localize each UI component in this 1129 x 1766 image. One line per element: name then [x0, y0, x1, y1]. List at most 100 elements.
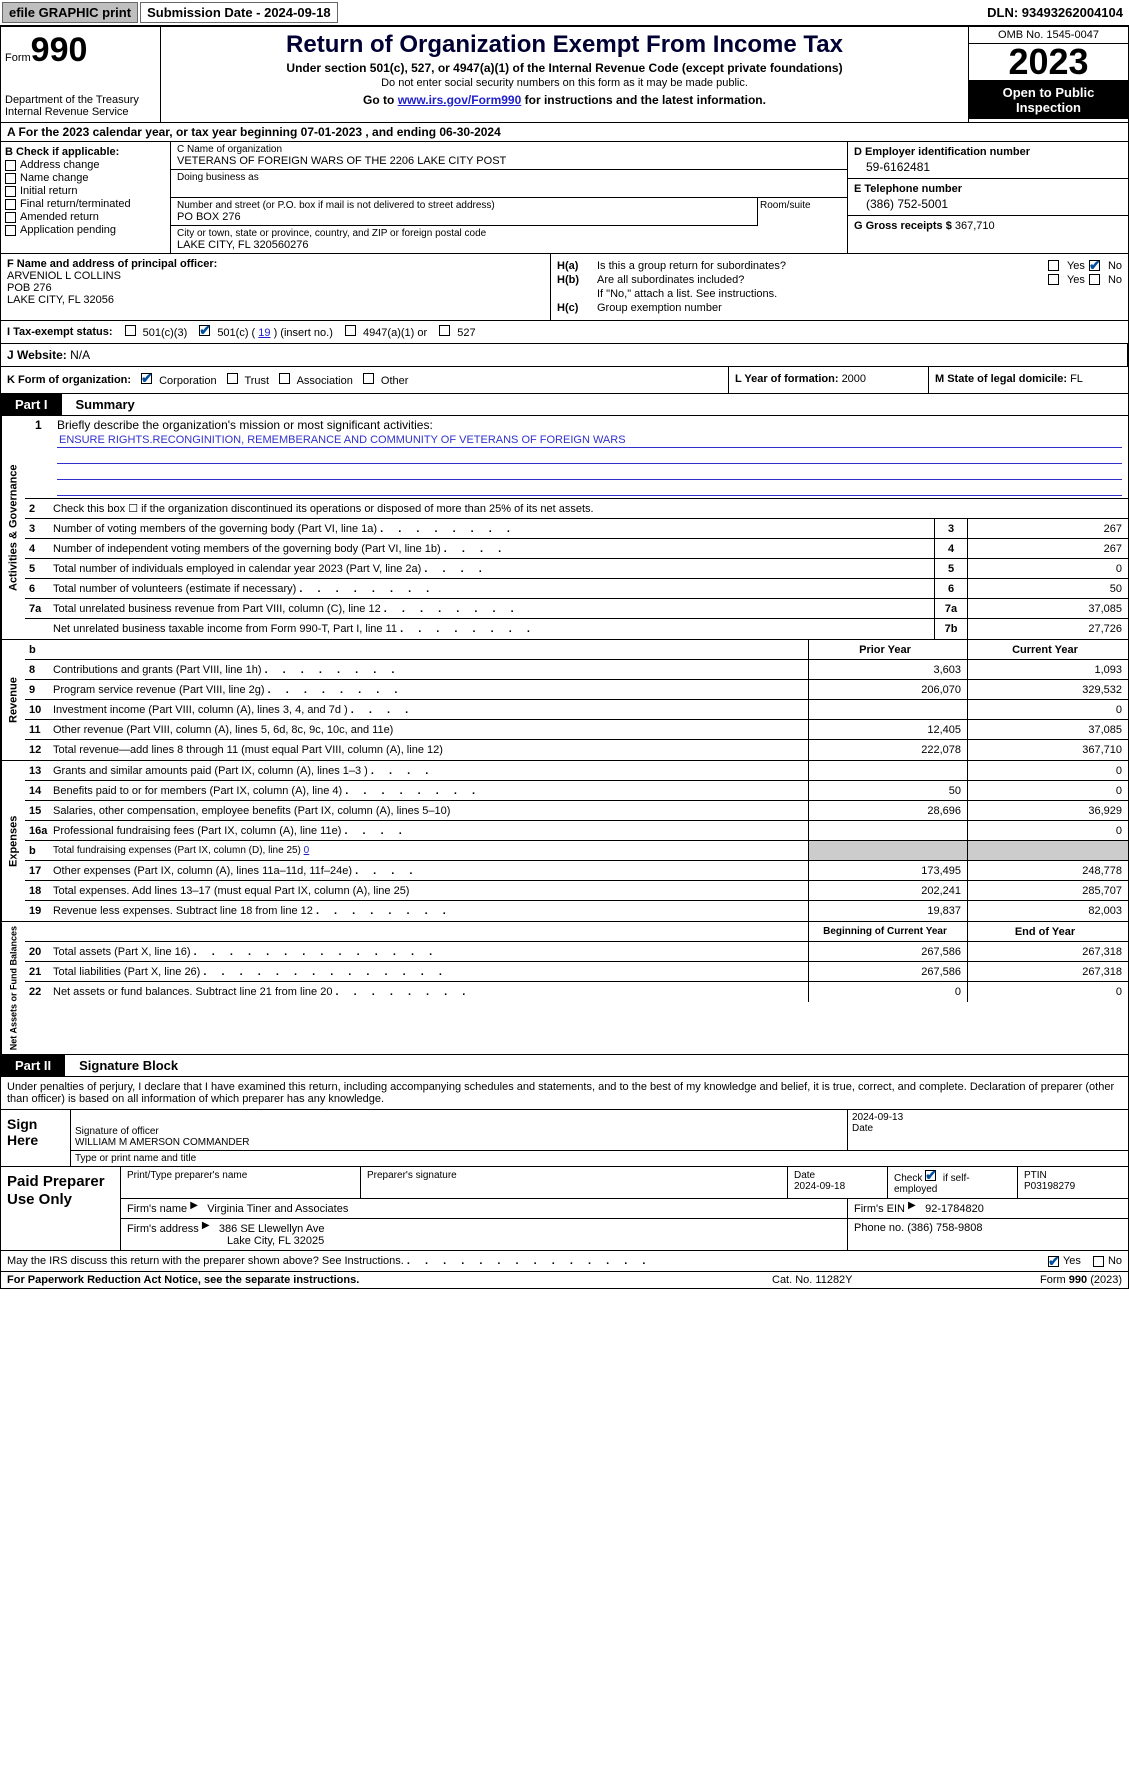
- line16a-text: Professional fundraising fees (Part IX, …: [51, 823, 808, 839]
- checkbox-trust[interactable]: [227, 373, 238, 384]
- checkbox-corporation[interactable]: [141, 373, 152, 384]
- status-label: I Tax-exempt status:: [7, 326, 113, 338]
- gross-label: G Gross receipts $: [854, 220, 955, 232]
- irs-link[interactable]: www.irs.gov/Form990: [398, 93, 522, 107]
- form-number: 990: [31, 31, 88, 69]
- sig-date: 2024-09-13: [852, 1112, 1124, 1123]
- checkbox-527[interactable]: [439, 325, 450, 336]
- dln: DLN: 93493262004104: [983, 3, 1127, 22]
- line22-prior: 0: [808, 982, 968, 1002]
- firm-name-label: Firm's name: [127, 1203, 190, 1215]
- firm-name: Virginia Tiner and Associates: [207, 1203, 348, 1215]
- line11-prior: 12,405: [808, 720, 968, 739]
- line18-prior: 202,241: [808, 881, 968, 900]
- line19-cur: 82,003: [968, 901, 1128, 921]
- line18-text: Total expenses. Add lines 13–17 (must eq…: [51, 883, 808, 899]
- line13-cur: 0: [968, 761, 1128, 780]
- line21-cur: 267,318: [968, 962, 1128, 981]
- line16b-text: Total fundraising expenses (Part IX, col…: [51, 843, 808, 858]
- arrow-icon: [190, 1202, 204, 1212]
- hc-text: Group exemption number: [597, 302, 1122, 314]
- principal-label: F Name and address of principal officer:: [7, 258, 544, 270]
- net-hdr-cur: End of Year: [968, 922, 1128, 941]
- line10-text: Investment income (Part VIII, column (A)…: [51, 702, 808, 718]
- line19-text: Revenue less expenses. Subtract line 18 …: [51, 903, 808, 919]
- line17-text: Other expenses (Part IX, column (A), lin…: [51, 863, 808, 879]
- mission-label: Briefly describe the organization's miss…: [57, 418, 433, 432]
- discuss-no-checkbox[interactable]: [1093, 1256, 1104, 1267]
- discuss-yes-checkbox[interactable]: [1048, 1256, 1059, 1267]
- hb-yes-checkbox[interactable]: [1048, 274, 1059, 285]
- checkbox-name-change[interactable]: [5, 173, 16, 184]
- prep-date-label: Date: [794, 1170, 815, 1181]
- ptin-value: P03198279: [1024, 1181, 1075, 1192]
- discuss-text: May the IRS discuss this return with the…: [7, 1255, 1048, 1267]
- hb-text: Are all subordinates included?: [597, 274, 1048, 286]
- website-label: J Website:: [7, 348, 70, 362]
- type-name-label: Type or print name and title: [71, 1151, 1128, 1166]
- dept-treasury: Department of the Treasury Internal Reve…: [5, 94, 156, 118]
- line15-cur: 36,929: [968, 801, 1128, 820]
- firm-addr1: 386 SE Llewellyn Ave: [219, 1223, 325, 1235]
- checkbox-initial-return[interactable]: [5, 186, 16, 197]
- line12-text: Total revenue—add lines 8 through 11 (mu…: [51, 742, 808, 758]
- line2-text: Check this box ☐ if the organization dis…: [51, 500, 1128, 517]
- line22-cur: 0: [968, 982, 1128, 1002]
- line13-prior: [808, 761, 968, 780]
- line10-prior: [808, 700, 968, 719]
- checkbox-other[interactable]: [363, 373, 374, 384]
- hb-label: H(b): [557, 274, 597, 286]
- line16a-prior: [808, 821, 968, 840]
- line14-cur: 0: [968, 781, 1128, 800]
- line20-text: Total assets (Part X, line 16) . . . . .…: [51, 944, 808, 960]
- line17-cur: 248,778: [968, 861, 1128, 880]
- efile-print-button[interactable]: efile GRAPHIC print: [2, 2, 138, 23]
- hb-no-checkbox[interactable]: [1089, 274, 1100, 285]
- checkbox-association[interactable]: [279, 373, 290, 384]
- line15-text: Salaries, other compensation, employee b…: [51, 803, 808, 819]
- line13-text: Grants and similar amounts paid (Part IX…: [51, 763, 808, 779]
- k-label: K Form of organization:: [7, 374, 131, 386]
- line21-text: Total liabilities (Part X, line 26) . . …: [51, 964, 808, 980]
- checkbox-4947[interactable]: [345, 325, 356, 336]
- line6-val: 50: [968, 579, 1128, 598]
- checkbox-address-change[interactable]: [5, 160, 16, 171]
- cat-no: Cat. No. 11282Y: [772, 1274, 922, 1286]
- open-inspection: Open to Public Inspection: [969, 80, 1128, 119]
- line10-cur: 0: [968, 700, 1128, 719]
- checkbox-501c[interactable]: [199, 325, 210, 336]
- ha-no-checkbox[interactable]: [1089, 260, 1100, 271]
- ha-yes-checkbox[interactable]: [1048, 260, 1059, 271]
- sig-date-label: Date: [852, 1123, 1124, 1134]
- sig-officer-label: Signature of officer: [75, 1126, 843, 1137]
- org-name: VETERANS OF FOREIGN WARS OF THE 2206 LAK…: [177, 155, 841, 167]
- website-value: N/A: [70, 348, 90, 362]
- line15-prior: 28,696: [808, 801, 968, 820]
- line3-text: Number of voting members of the governin…: [51, 521, 934, 537]
- line19-prior: 19,837: [808, 901, 968, 921]
- city-value: LAKE CITY, FL 320560276: [177, 239, 841, 251]
- line11-text: Other revenue (Part VIII, column (A), li…: [51, 722, 808, 738]
- hc-label: H(c): [557, 302, 597, 314]
- arrow-icon: [202, 1222, 216, 1232]
- checkbox-amended[interactable]: [5, 212, 16, 223]
- part2-title: Signature Block: [65, 1058, 178, 1073]
- line8-prior: 3,603: [808, 660, 968, 679]
- checkbox-final-return[interactable]: [5, 199, 16, 210]
- firm-addr2: Lake City, FL 32025: [227, 1235, 324, 1247]
- vert-revenue: Revenue: [1, 640, 25, 760]
- col-b-checkboxes: B Check if applicable: Address change Na…: [1, 142, 171, 253]
- line5-val: 0: [968, 559, 1128, 578]
- phone-value: (386) 752-5001: [854, 197, 1122, 211]
- checkbox-501c3[interactable]: [125, 325, 136, 336]
- dba-label: Doing business as: [177, 172, 841, 183]
- line18-cur: 285,707: [968, 881, 1128, 900]
- checkbox-app-pending[interactable]: [5, 225, 16, 236]
- phone-label: E Telephone number: [854, 183, 1122, 195]
- line9-prior: 206,070: [808, 680, 968, 699]
- ssn-note: Do not enter social security numbers on …: [169, 77, 960, 89]
- ein-value: 59-6162481: [854, 160, 1122, 174]
- self-employed-checkbox[interactable]: [925, 1170, 936, 1181]
- line20-prior: 267,586: [808, 942, 968, 961]
- part1-title: Summary: [62, 397, 135, 412]
